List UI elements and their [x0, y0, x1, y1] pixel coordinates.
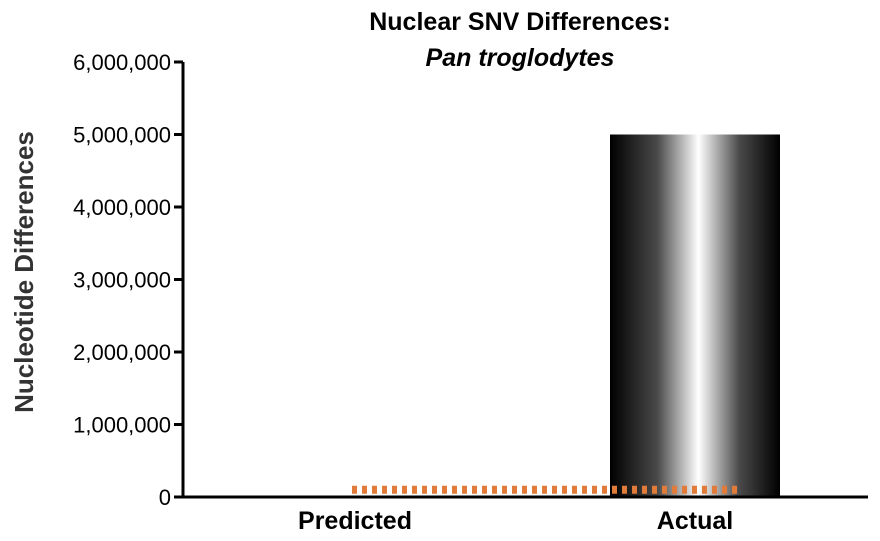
x-axis-categories: Predicted Actual	[298, 507, 733, 535]
bars	[610, 134, 780, 497]
y-tick-label: 4,000,000	[73, 195, 171, 220]
x-category-label: Actual	[657, 507, 733, 535]
y-axis-label: Nucleotide Differences	[9, 131, 39, 413]
x-category-label: Predicted	[298, 507, 412, 535]
y-tick-label: 6,000,000	[73, 50, 171, 75]
y-tick-label: 3,000,000	[73, 268, 171, 293]
y-axis-ticks: 0 1,000,000 2,000,000 3,000,000 4,000,000 5,0…	[73, 50, 183, 510]
chart-title: Nuclear SNV Differences:	[369, 8, 671, 36]
bar-actual	[610, 134, 780, 497]
y-tick-label: 1,000,000	[73, 413, 171, 438]
y-tick-label: 2,000,000	[73, 340, 171, 365]
y-tick-label: 5,000,000	[73, 123, 171, 148]
y-tick-label: 0	[159, 485, 171, 510]
chart-subtitle: Pan troglodytes	[426, 44, 615, 72]
